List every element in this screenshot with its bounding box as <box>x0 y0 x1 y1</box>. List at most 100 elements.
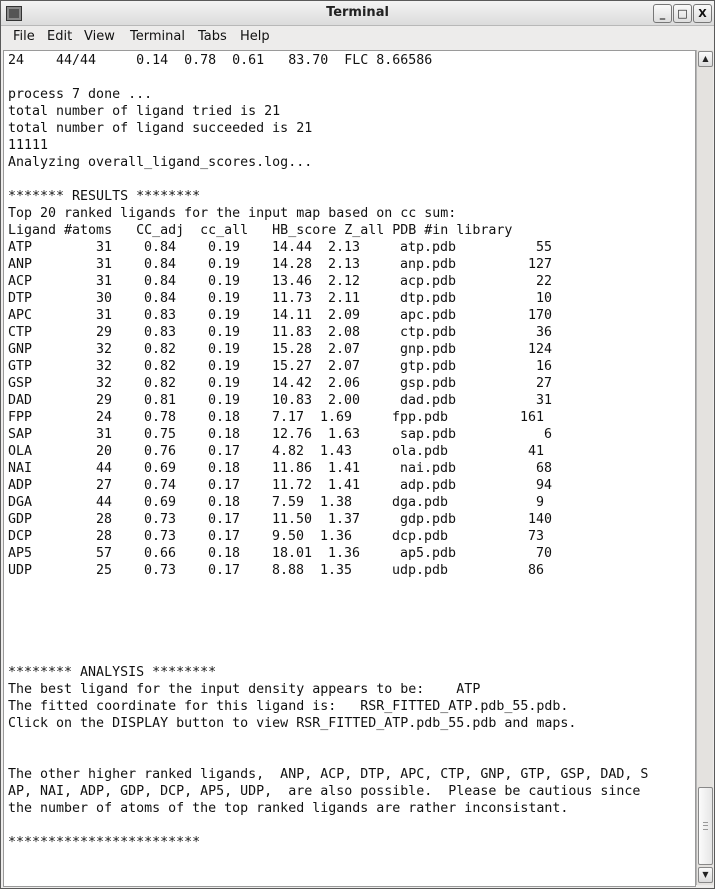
close-button[interactable]: X <box>693 4 712 23</box>
pdb-file: dcp.pdb <box>392 529 449 544</box>
z-all: 1.38 <box>320 495 353 510</box>
hb-score: 11.86 <box>272 461 313 476</box>
z-all: 1.69 <box>320 410 353 425</box>
hb-score: 7.17 <box>272 410 305 425</box>
menu-view[interactable]: View <box>84 29 115 44</box>
z-all: 1.37 <box>328 512 361 527</box>
cc-adj: 0.74 <box>144 478 177 493</box>
pdb-file: gtp.pdb <box>400 359 457 374</box>
scrollbar-thumb[interactable] <box>698 787 713 865</box>
table-row: ANP 31 0.84 0.19 14.28 2.13 anp.pdb 127 <box>8 256 688 273</box>
menu-edit[interactable]: Edit <box>47 29 73 44</box>
atom-count: 28 <box>96 529 113 544</box>
z-all: 1.36 <box>320 529 353 544</box>
ligand-code: DCP <box>8 529 33 544</box>
cc-adj: 0.73 <box>144 529 177 544</box>
cc-adj: 0.73 <box>144 563 177 578</box>
library-index: 41 <box>528 444 545 459</box>
ligand-code: DAD <box>8 393 33 408</box>
z-all: 2.07 <box>328 342 361 357</box>
scroll-down-arrow-icon[interactable]: ▼ <box>698 867 713 883</box>
cc-adj: 0.83 <box>144 308 177 323</box>
cc-all: 0.18 <box>208 461 241 476</box>
pdb-file: anp.pdb <box>400 257 457 272</box>
table-row: UDP 25 0.73 0.17 8.88 1.35 udp.pdb 86 <box>8 562 688 579</box>
pdb-file: udp.pdb <box>392 563 449 578</box>
cc-all: 0.17 <box>208 529 241 544</box>
z-all: 1.41 <box>328 461 361 476</box>
table-row: APC 31 0.83 0.19 14.11 2.09 apc.pdb 170 <box>8 307 688 324</box>
table-row: OLA 20 0.76 0.17 4.82 1.43 ola.pdb 41 <box>8 443 688 460</box>
library-index: 27 <box>536 376 553 391</box>
hb-score: 8.88 <box>272 563 305 578</box>
menu-help[interactable]: Help <box>240 29 270 44</box>
ligand-code: NAI <box>8 461 33 476</box>
hb-score: 11.73 <box>272 291 313 306</box>
cc-all: 0.19 <box>208 274 241 289</box>
z-all: 1.43 <box>320 444 353 459</box>
output-line: 24 44/44 0.14 0.78 0.61 83.70 FLC 8.6658… <box>8 53 433 68</box>
z-all: 1.36 <box>328 546 361 561</box>
pdb-file: fpp.pdb <box>392 410 449 425</box>
pdb-file: sap.pdb <box>400 427 457 442</box>
library-index: 16 <box>536 359 553 374</box>
output-line: Top 20 ranked ligands for the input map … <box>8 206 457 221</box>
vertical-scrollbar[interactable]: ▲ ▼ <box>696 50 713 885</box>
atom-count: 27 <box>96 478 113 493</box>
output-line: total number of ligand succeeded is 21 <box>8 121 313 136</box>
hb-score: 4.82 <box>272 444 305 459</box>
hb-score: 14.42 <box>272 376 313 391</box>
menu-terminal[interactable]: Terminal <box>130 29 185 44</box>
atom-count: 29 <box>96 393 113 408</box>
table-row: DAD 29 0.81 0.19 10.83 2.00 dad.pdb 31 <box>8 392 688 409</box>
pdb-file: ap5.pdb <box>400 546 457 561</box>
hb-score: 13.46 <box>272 274 313 289</box>
hb-score: 15.27 <box>272 359 313 374</box>
atom-count: 44 <box>96 461 113 476</box>
cc-adj: 0.81 <box>144 393 177 408</box>
output-line: total number of ligand tried is 21 <box>8 104 281 119</box>
cc-all: 0.19 <box>208 325 241 340</box>
hb-score: 14.28 <box>272 257 313 272</box>
library-index: 55 <box>536 240 553 255</box>
output-line: ************************ <box>8 835 201 850</box>
cc-all: 0.19 <box>208 376 241 391</box>
menu-file[interactable]: File <box>13 29 35 44</box>
maximize-button[interactable]: □ <box>673 4 692 23</box>
scroll-up-arrow-icon[interactable]: ▲ <box>698 51 713 67</box>
pdb-file: dga.pdb <box>392 495 449 510</box>
hb-score: 11.50 <box>272 512 313 527</box>
cc-all: 0.19 <box>208 342 241 357</box>
library-index: 73 <box>528 529 545 544</box>
ligand-code: SAP <box>8 427 33 442</box>
z-all: 2.00 <box>328 393 361 408</box>
z-all: 2.09 <box>328 308 361 323</box>
ligand-code: FPP <box>8 410 33 425</box>
table-row: DTP 30 0.84 0.19 11.73 2.11 dtp.pdb 10 <box>8 290 688 307</box>
cc-all: 0.18 <box>208 546 241 561</box>
terminal-output[interactable]: 24 44/44 0.14 0.78 0.61 83.70 FLC 8.6658… <box>3 50 696 887</box>
pdb-file: acp.pdb <box>400 274 457 289</box>
terminal-app-icon[interactable] <box>6 6 22 21</box>
library-index: 68 <box>536 461 553 476</box>
table-row: ADP 27 0.74 0.17 11.72 1.41 adp.pdb 94 <box>8 477 688 494</box>
hb-score: 15.28 <box>272 342 313 357</box>
cc-adj: 0.83 <box>144 325 177 340</box>
output-line: Analyzing overall_ligand_scores.log... <box>8 155 313 170</box>
cc-adj: 0.69 <box>144 495 177 510</box>
title-bar[interactable]: Terminal _ □ X <box>1 1 714 26</box>
minimize-button[interactable]: _ <box>653 4 672 23</box>
pdb-file: dtp.pdb <box>400 291 457 306</box>
cc-all: 0.19 <box>208 240 241 255</box>
atom-count: 44 <box>96 495 113 510</box>
library-index: 161 <box>520 410 545 425</box>
pdb-file: gdp.pdb <box>400 512 457 527</box>
library-index: 70 <box>536 546 553 561</box>
grip-icon <box>703 822 708 830</box>
cc-adj: 0.84 <box>144 240 177 255</box>
table-row: DGA 44 0.69 0.18 7.59 1.38 dga.pdb 9 <box>8 494 688 511</box>
pdb-file: apc.pdb <box>400 308 457 323</box>
window-title: Terminal <box>326 5 389 20</box>
menu-tabs[interactable]: Tabs <box>198 29 227 44</box>
z-all: 1.35 <box>320 563 353 578</box>
